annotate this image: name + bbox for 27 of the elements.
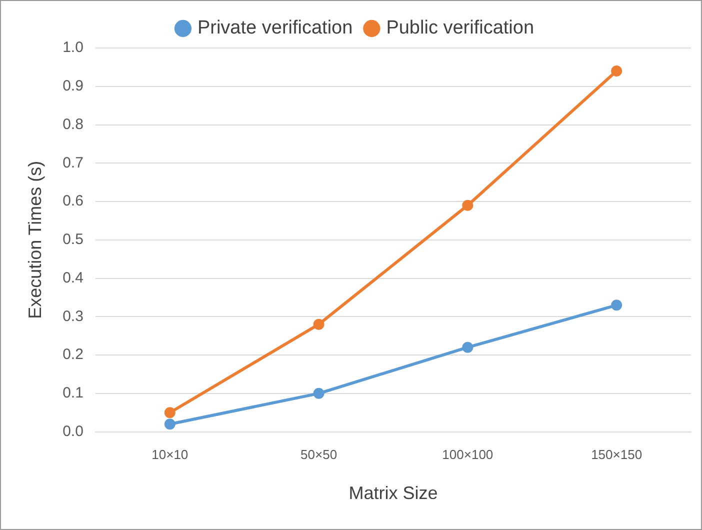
legend-label: Public verification (386, 18, 534, 39)
x-tick-label: 50×50 (300, 447, 338, 462)
y-tick-label: 0.8 (62, 116, 84, 133)
y-tick-label: 1.0 (62, 39, 84, 56)
y-tick-label: 0.1 (62, 384, 84, 402)
point (164, 418, 176, 430)
y-axis-title: Execution Times (s) (24, 160, 45, 319)
point (611, 300, 622, 311)
x-tick-label: 150×150 (591, 447, 642, 462)
y-tick-label: 0.2 (62, 346, 84, 364)
y-tick-label: 0.4 (62, 269, 84, 286)
point (164, 407, 176, 418)
point (313, 388, 324, 399)
legend-label: Private verification (197, 18, 353, 39)
x-tick-label: 10×10 (152, 447, 188, 462)
x-tick-label: 100×100 (442, 447, 494, 462)
y-tick-label: 0.6 (62, 192, 84, 210)
point (462, 342, 474, 353)
point (611, 66, 622, 77)
y-tick-label: 0.5 (62, 231, 84, 248)
x-axis-title: Matrix Size (348, 483, 438, 504)
point (462, 200, 474, 211)
y-tick-label: 0.0 (62, 422, 84, 440)
y-tick-label: 0.9 (62, 78, 84, 95)
point (313, 318, 324, 330)
y-tick-label: 0.3 (62, 308, 84, 325)
y-tick-label: 0.7 (62, 154, 84, 172)
